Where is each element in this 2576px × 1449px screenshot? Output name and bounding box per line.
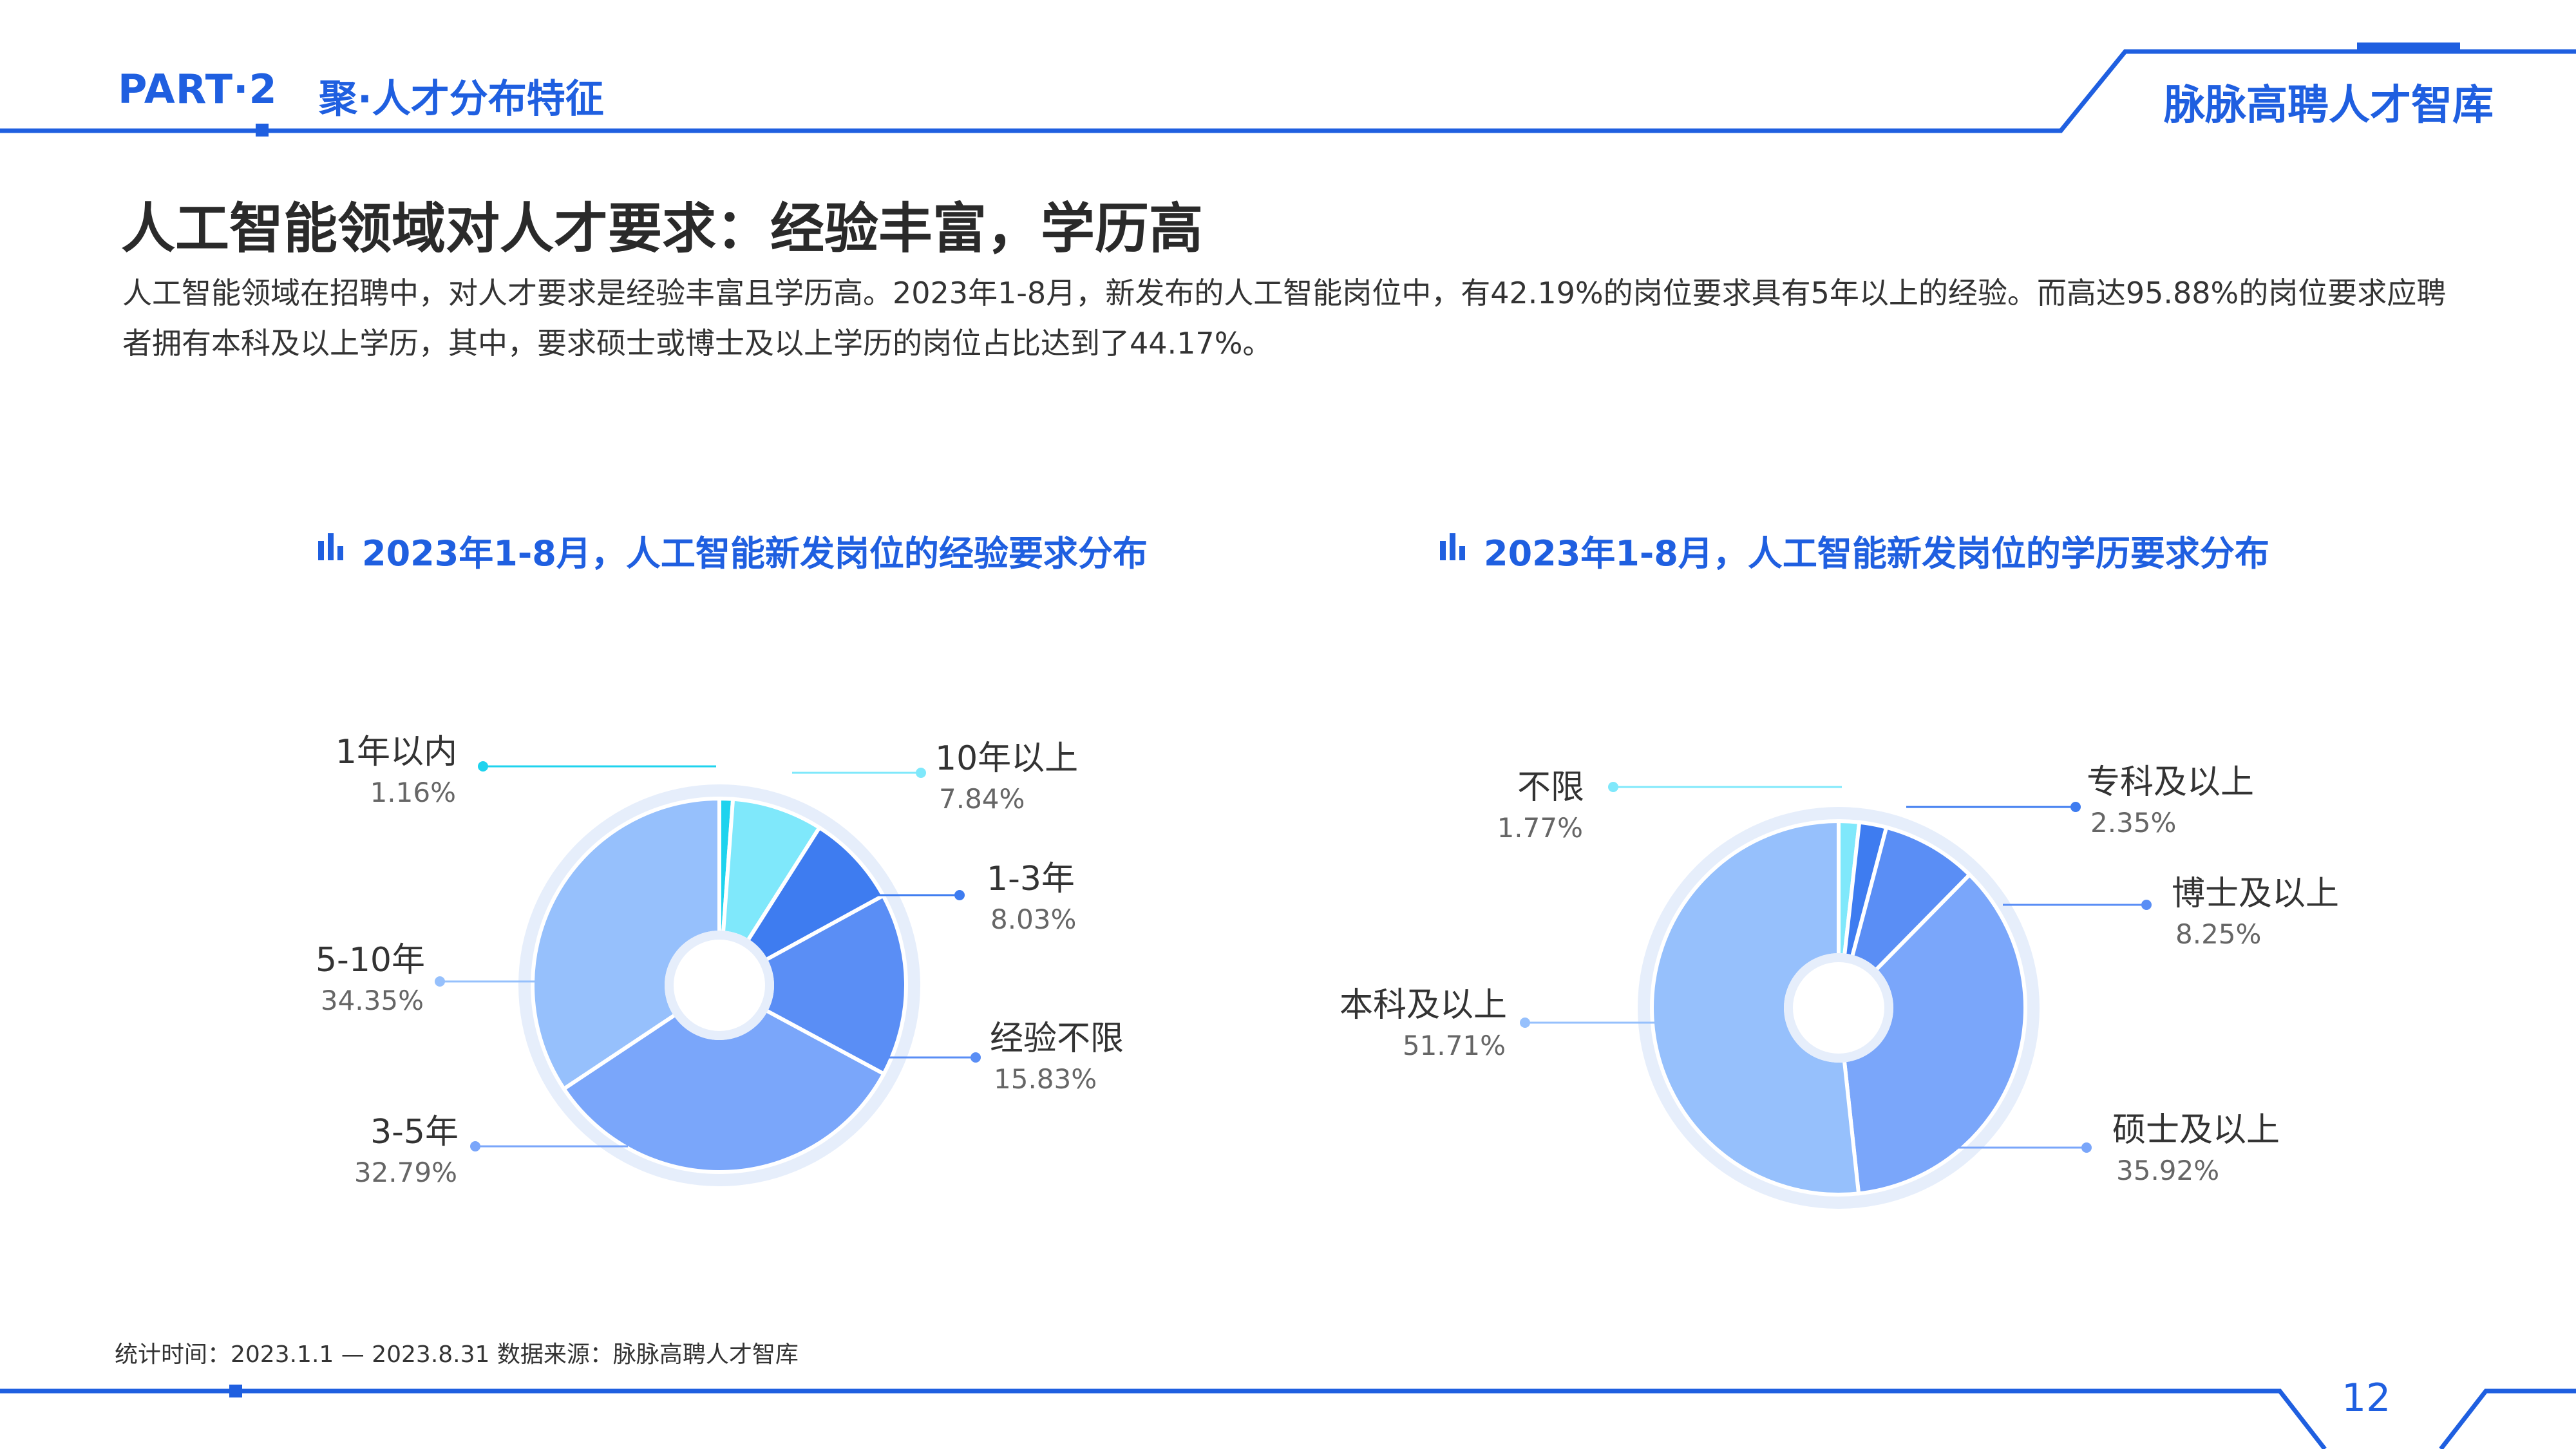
slice-value-label: 8.03%: [990, 904, 1076, 935]
donut-chart-2: 不限 1.77% 专科及以上 2.35% 博士及以上 8.25% 硕士及以上 35.92% 本科…: [1340, 763, 2339, 1209]
slice-value-label: 51.71%: [1403, 1030, 1506, 1061]
slice-label: 1年以内: [336, 733, 457, 772]
slice-label: 3-5年: [370, 1113, 459, 1151]
leader-dot: [916, 768, 926, 778]
slice-label: 本科及以上: [1340, 986, 1507, 1025]
slice-label: 不限: [1517, 768, 1584, 807]
leader-dot: [2070, 802, 2081, 812]
leader-dot: [1520, 1018, 1530, 1028]
slice-label: 经验不限: [990, 1019, 1124, 1058]
slice-value-label: 7.84%: [939, 783, 1025, 815]
leader-dot: [435, 976, 445, 987]
slice-value-label: 32.79%: [354, 1157, 457, 1188]
slice-label: 1-3年: [987, 860, 1075, 898]
page-description: 人工智能领域在招聘中，对人才要求是经验丰富且学历高。2023年1-8月，新发布的…: [122, 276, 2447, 361]
slice-value-label: 35.92%: [2116, 1155, 2219, 1186]
leader-dot: [2081, 1142, 2092, 1153]
leader-dot: [2141, 900, 2152, 910]
slice-value-label: 1.16%: [370, 777, 456, 808]
slice-value-label: 15.83%: [994, 1063, 1097, 1095]
slice-label: 10年以上: [935, 739, 1078, 778]
slice-label: 硕士及以上: [2112, 1111, 2280, 1150]
leader-dot: [1608, 782, 1618, 792]
page-number: 12: [2342, 1376, 2391, 1421]
slice-label: 专科及以上: [2087, 763, 2254, 802]
leader-dot: [971, 1052, 981, 1063]
slice-label: 5-10年: [316, 941, 425, 980]
donut-chart-1: 1年以内 1.16% 10年以上 7.84% 1-3年 8.03% 经验不限 15.83% 3-…: [316, 733, 1124, 1188]
donut-hole: [665, 931, 774, 1040]
leader-dot: [470, 1141, 480, 1151]
slice-value-label: 1.77%: [1497, 812, 1583, 844]
slice-value-label: 34.35%: [321, 985, 424, 1016]
chart-title-experience: 2023年1-8月，人工智能新发岗位的经验要求分布: [362, 533, 1148, 574]
leader-dot: [954, 890, 965, 900]
section-label: 聚·人才分布特征: [319, 77, 604, 122]
bar-chart-icon: [1440, 533, 1465, 560]
slice-label: 博士及以上: [2172, 875, 2339, 913]
brand-logo-text: 脉脉高聘人才智库: [2164, 82, 2494, 129]
slice-value-label: 2.35%: [2090, 807, 2176, 838]
leader-dot: [478, 761, 488, 772]
page-title: 人工智能领域对人才要求：经验丰富，学历高: [121, 197, 1204, 260]
bar-chart-icon: [318, 533, 343, 560]
footer-source: 统计时间：2023.1.1 — 2023.8.31 数据来源：脉脉高聘人才智库: [115, 1341, 799, 1368]
donut-hole: [1784, 953, 1893, 1063]
slice-value-label: 8.25%: [2175, 918, 2261, 950]
part-label: PART·2: [118, 66, 278, 113]
chart-title-education: 2023年1-8月，人工智能新发岗位的学历要求分布: [1484, 533, 2269, 574]
